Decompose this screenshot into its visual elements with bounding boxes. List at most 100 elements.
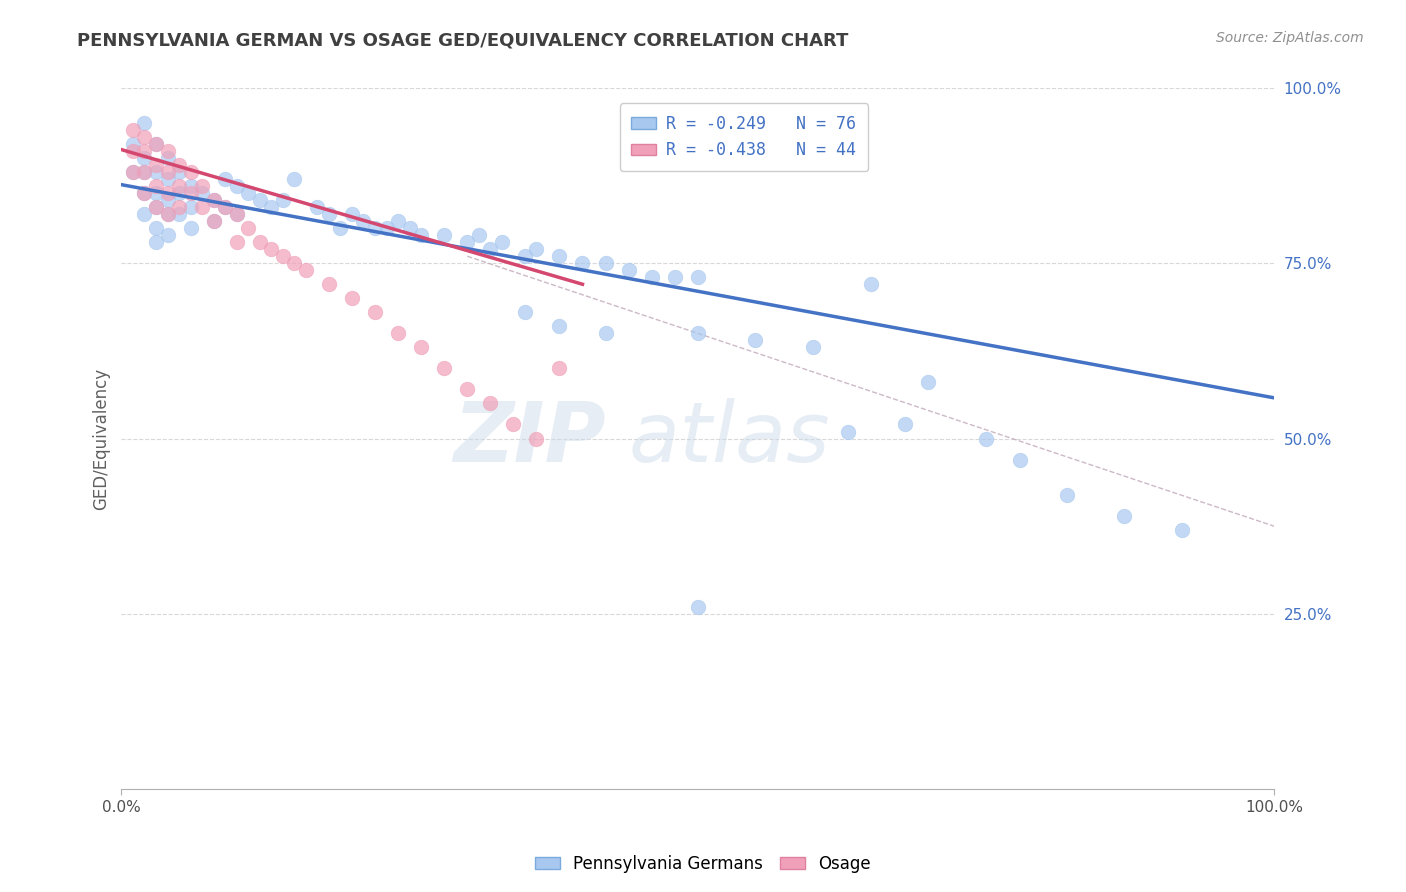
Point (145, 179, 167, 194)
Point (134, 116, 156, 130)
Point (134, 186, 156, 200)
Point (456, 383, 478, 397)
Point (167, 186, 190, 200)
Point (595, 326, 617, 341)
Point (329, 221, 352, 235)
Point (375, 221, 398, 235)
Point (134, 151, 156, 165)
Point (353, 214, 375, 228)
Point (433, 228, 456, 243)
Point (801, 340, 824, 354)
Point (167, 165, 190, 179)
Point (202, 193, 225, 207)
Point (122, 136, 145, 151)
Point (664, 270, 686, 285)
Point (180, 186, 202, 200)
Point (387, 326, 409, 341)
Point (225, 179, 247, 194)
Point (340, 291, 363, 305)
Legend: Pennsylvania Germans, Osage: Pennsylvania Germans, Osage (529, 848, 877, 880)
Point (249, 235, 271, 249)
Text: atlas: atlas (628, 398, 830, 479)
Point (156, 165, 179, 179)
Point (180, 200, 202, 214)
Point (271, 193, 294, 207)
Point (318, 207, 340, 221)
Point (686, 270, 709, 285)
Point (122, 123, 145, 137)
Point (167, 207, 190, 221)
Point (167, 200, 190, 214)
Point (283, 256, 305, 270)
Point (364, 221, 387, 235)
Point (145, 221, 167, 235)
Point (156, 207, 179, 221)
Point (468, 228, 491, 243)
Point (156, 207, 179, 221)
Point (617, 263, 640, 277)
Text: Source: ZipAtlas.com: Source: ZipAtlas.com (1216, 31, 1364, 45)
Point (686, 326, 709, 341)
Point (271, 249, 294, 263)
Point (134, 144, 156, 158)
Point (744, 334, 766, 348)
Point (214, 172, 236, 186)
Point (1010, 452, 1032, 467)
Point (214, 200, 236, 214)
Point (156, 144, 179, 158)
Point (411, 228, 433, 243)
Point (859, 277, 882, 292)
Point (295, 263, 318, 277)
Point (225, 207, 247, 221)
Point (502, 417, 524, 432)
Point (156, 193, 179, 207)
Point (145, 200, 167, 214)
Point (167, 179, 190, 194)
Point (524, 432, 547, 446)
Y-axis label: GED/Equivalency: GED/Equivalency (93, 368, 110, 509)
Point (180, 221, 202, 235)
Point (156, 172, 179, 186)
Point (238, 221, 260, 235)
Point (433, 361, 456, 376)
Point (156, 151, 179, 165)
Point (122, 165, 145, 179)
Point (214, 200, 236, 214)
Point (491, 235, 513, 249)
Point (202, 214, 225, 228)
Point (513, 249, 536, 263)
Point (595, 256, 617, 270)
Text: ZIP: ZIP (453, 398, 606, 479)
Point (249, 193, 271, 207)
Point (479, 396, 502, 410)
Point (974, 432, 997, 446)
Point (1114, 508, 1136, 523)
Point (145, 186, 167, 200)
Point (260, 242, 283, 256)
Point (479, 242, 502, 256)
Point (134, 186, 156, 200)
Point (456, 235, 478, 249)
Legend: R = -0.249   N = 76, R = -0.438   N = 44: R = -0.249 N = 76, R = -0.438 N = 44 (620, 103, 868, 171)
Point (387, 214, 409, 228)
Point (202, 214, 225, 228)
Point (283, 172, 305, 186)
Point (202, 193, 225, 207)
Point (134, 165, 156, 179)
Point (318, 277, 340, 292)
Point (1171, 523, 1194, 537)
Point (917, 376, 939, 390)
Text: PENNSYLVANIA GERMAN VS OSAGE GED/EQUIVALENCY CORRELATION CHART: PENNSYLVANIA GERMAN VS OSAGE GED/EQUIVAL… (77, 31, 849, 49)
Point (837, 425, 859, 439)
Point (364, 305, 387, 319)
Point (640, 270, 662, 285)
Point (145, 136, 167, 151)
Point (180, 165, 202, 179)
Point (122, 165, 145, 179)
Point (122, 144, 145, 158)
Point (191, 186, 214, 200)
Point (156, 228, 179, 243)
Point (145, 136, 167, 151)
Point (524, 242, 547, 256)
Point (398, 221, 420, 235)
